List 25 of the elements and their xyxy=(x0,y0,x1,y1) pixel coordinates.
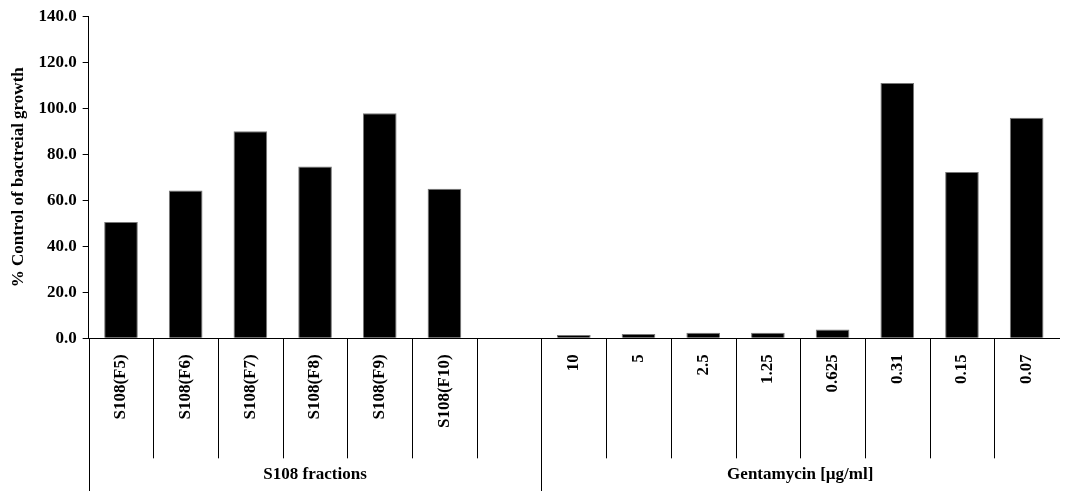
x-tick-label: 2.5 xyxy=(692,354,712,376)
y-tick-label: 20.0 xyxy=(46,281,77,301)
x-tick-label: 0.625 xyxy=(821,354,841,393)
x-tick-label: S108(F9) xyxy=(369,354,389,420)
x-tick-label: 5 xyxy=(627,354,647,363)
text: S108 fractions xyxy=(263,464,368,484)
x-tick-label: S108(F10) xyxy=(433,354,453,429)
y-axis-title: % Control of bactreial growth xyxy=(7,66,27,288)
y-tick-label: 0.0 xyxy=(55,327,77,347)
x-tick-label: S108(F8) xyxy=(304,354,324,420)
x-tick-label: S108(F5) xyxy=(110,354,130,420)
x-tick-label: 0.15 xyxy=(951,354,971,385)
y-tick-label: 100.0 xyxy=(38,97,77,117)
text: Gentamycin [µg/ml] xyxy=(727,464,874,484)
x-tick-label: S108(F7) xyxy=(239,354,259,420)
x-tick-label: 0.31 xyxy=(886,354,906,385)
y-tick-label: 120.0 xyxy=(38,51,77,71)
x-tick-label: 0.07 xyxy=(1016,353,1036,385)
y-tick-label: 140.0 xyxy=(38,5,77,25)
x-tick-label: 1.25 xyxy=(757,354,777,385)
y-tick-label: 60.0 xyxy=(46,189,77,209)
x-tick-label: S108(F6) xyxy=(175,354,195,420)
x-tick-label: 10 xyxy=(563,354,583,372)
y-tick-label: 80.0 xyxy=(46,143,77,163)
y-tick-label: 40.0 xyxy=(46,235,77,255)
